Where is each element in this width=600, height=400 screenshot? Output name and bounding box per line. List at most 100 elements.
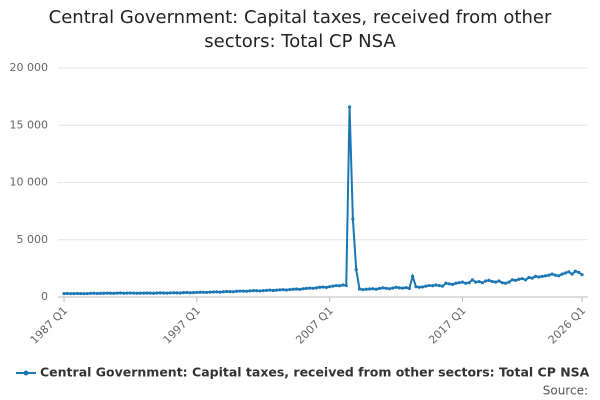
data-point [364, 287, 368, 291]
data-point [98, 291, 103, 295]
data-point [464, 281, 468, 285]
data-point [417, 285, 421, 289]
data-point [221, 290, 225, 294]
x-tick-label: 2007 Q1 [293, 304, 336, 347]
data-point [118, 291, 123, 295]
data-point [278, 288, 282, 292]
data-point [178, 291, 182, 295]
data-point [520, 277, 524, 281]
data-point [361, 287, 365, 292]
data-point [264, 288, 269, 292]
data-point [105, 291, 109, 295]
data-point [135, 291, 139, 295]
data-point [338, 284, 342, 288]
data-point [454, 281, 458, 285]
data-point [148, 291, 152, 295]
data-point [95, 291, 99, 296]
y-tick-label: 5 000 [17, 233, 49, 246]
data-point [175, 291, 179, 295]
data-point [427, 283, 431, 288]
data-point [371, 287, 375, 291]
data-point [258, 289, 262, 293]
data-point [504, 281, 508, 285]
data-point [225, 289, 229, 294]
data-point [128, 291, 133, 295]
data-point [284, 288, 289, 292]
data-point [158, 291, 162, 295]
data-point [331, 284, 335, 288]
data-point [294, 287, 299, 291]
data-point [201, 290, 206, 294]
data-point [165, 291, 169, 295]
legend-marker [23, 370, 29, 376]
data-point [75, 291, 79, 296]
data-point [387, 287, 392, 291]
data-point [487, 278, 491, 282]
data-point [523, 278, 528, 282]
data-point [125, 291, 129, 295]
data-point [108, 291, 113, 295]
data-point [205, 290, 209, 295]
data-point [155, 291, 159, 295]
data-point [580, 273, 584, 277]
data-point [85, 291, 89, 296]
x-tick-label: 2026 Q1 [546, 304, 589, 347]
data-point [540, 274, 544, 278]
data-point [191, 291, 196, 295]
data-point [344, 283, 348, 288]
data-point [557, 274, 561, 278]
data-point [480, 281, 484, 285]
data-point [82, 292, 86, 296]
data-point [470, 278, 475, 282]
data-point [357, 287, 362, 291]
data-point [231, 290, 235, 294]
data-point [543, 274, 548, 278]
data-point [238, 289, 242, 293]
data-point [132, 291, 136, 295]
data-point [69, 292, 73, 296]
data-point [298, 287, 302, 291]
data-point [142, 291, 146, 295]
data-point [152, 291, 156, 295]
data-point [145, 291, 149, 295]
data-point [79, 291, 83, 296]
data-point [218, 290, 222, 294]
x-tick-label: 1987 Q1 [28, 304, 71, 347]
data-point [241, 289, 245, 293]
data-point [477, 279, 481, 284]
data-point [533, 274, 538, 278]
data-point [268, 288, 272, 292]
data-point [195, 290, 199, 295]
data-point [570, 272, 574, 276]
data-point [162, 291, 166, 295]
data-point [404, 286, 408, 290]
data-point [563, 271, 567, 275]
series-line [63, 106, 583, 295]
data-point [351, 217, 355, 221]
data-point [291, 287, 295, 291]
data-point [88, 291, 93, 295]
data-point [527, 275, 531, 280]
data-point [188, 291, 192, 295]
x-tick-label: 2017 Q1 [426, 304, 469, 347]
data-point [374, 287, 378, 291]
data-point [407, 286, 411, 291]
data-point [211, 290, 216, 294]
data-point [394, 285, 398, 289]
data-point [62, 291, 66, 296]
data-point [414, 285, 418, 289]
data-point [198, 290, 202, 294]
data-point [437, 283, 441, 288]
data-point [537, 275, 541, 279]
data-point [334, 283, 338, 288]
data-point [444, 281, 448, 285]
data-point [490, 279, 494, 284]
data-point [494, 280, 498, 284]
y-tick-label: 20 000 [10, 61, 49, 74]
data-point [497, 279, 501, 283]
data-point [457, 281, 461, 285]
data-point [311, 286, 315, 290]
data-point [560, 272, 564, 276]
